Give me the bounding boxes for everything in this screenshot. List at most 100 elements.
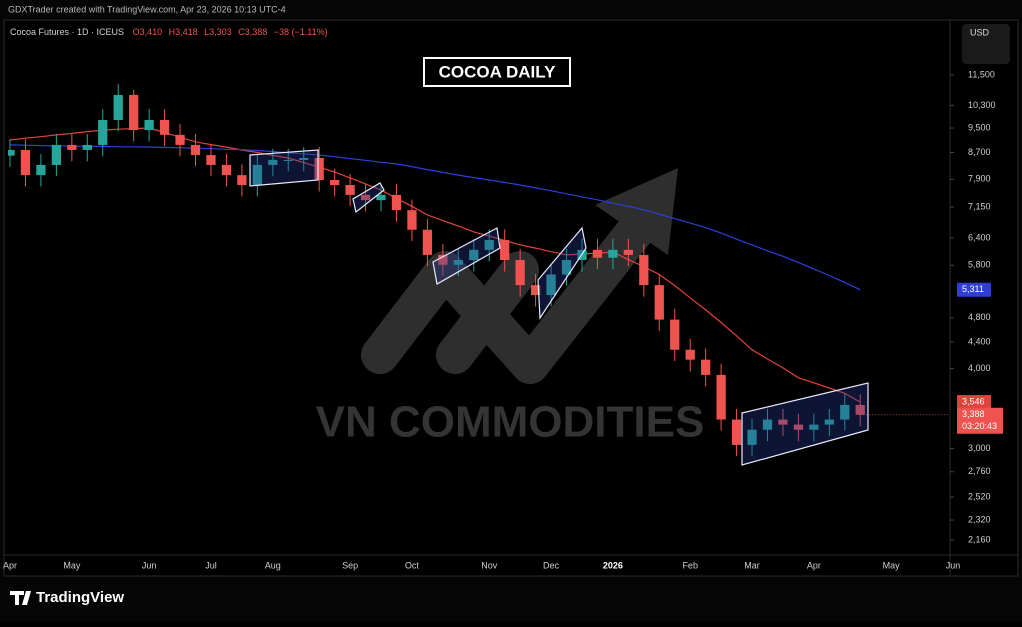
x-tick-label: Jul <box>205 560 217 570</box>
x-tick-label: Dec <box>543 560 560 570</box>
y-tick-label: 6,400 <box>968 232 991 242</box>
channel <box>537 226 587 320</box>
last-price-label: 3,388 <box>962 409 985 419</box>
price-label: 5,311 <box>962 284 984 294</box>
y-tick-label: 5,800 <box>968 260 991 270</box>
candle-body <box>299 157 309 160</box>
candle-body <box>824 419 834 425</box>
candle-body <box>407 210 417 230</box>
brand-logo <box>10 591 31 605</box>
chart-title: COCOA DAILY <box>439 62 556 81</box>
y-tick-label: 2,520 <box>968 491 991 501</box>
candle-body <box>530 285 541 296</box>
candle-body <box>453 260 463 265</box>
candle-body <box>685 349 695 360</box>
candle-body <box>809 424 819 430</box>
candle-body <box>793 424 804 430</box>
candle-body <box>283 159 293 161</box>
candle-body <box>422 229 433 255</box>
legend-ohlc: H3,418 <box>169 27 198 37</box>
legend-ohlc: C3,388 <box>238 27 267 37</box>
candle-body <box>762 419 773 430</box>
x-tick-label: Jun <box>946 560 961 570</box>
candle-body <box>608 249 618 258</box>
legend: Cocoa Futures · 1D · ICEUS O3,410 H3,418… <box>10 27 328 37</box>
candle-body <box>8 149 15 156</box>
x-tick-label: May <box>883 560 901 570</box>
y-tick-label: 2,320 <box>968 514 991 524</box>
candle-body <box>840 404 850 420</box>
candle-body <box>778 419 788 425</box>
candle-body <box>546 274 556 296</box>
y-tick-label: 11,500 <box>968 69 995 79</box>
candle-body <box>716 374 726 420</box>
x-tick-label: Aug <box>265 560 281 570</box>
title-box <box>423 57 571 87</box>
candle-body <box>129 94 139 131</box>
candle-body <box>206 155 216 165</box>
price-label-box <box>957 395 991 410</box>
channel <box>249 149 319 187</box>
y-tick-label: 4,400 <box>968 336 991 346</box>
candle-body <box>500 240 510 261</box>
x-tick-label: 2026 <box>603 560 623 570</box>
candle-body <box>252 164 262 186</box>
candle-body <box>639 254 649 286</box>
price-label-box <box>957 282 991 297</box>
candle-body <box>175 134 185 145</box>
candle-body <box>190 144 201 156</box>
candle-body <box>314 157 324 181</box>
y-tick-label: 10,300 <box>968 100 996 110</box>
candle-body <box>330 180 340 186</box>
candle-body <box>67 144 77 150</box>
legend-ohlc: O3,410 <box>133 27 163 37</box>
y-tick-label: 3,000 <box>968 443 991 453</box>
price-label: 3,546 <box>962 396 985 406</box>
candle-body <box>438 254 448 265</box>
candle-body <box>391 194 402 211</box>
y-tick-label: 2,160 <box>968 534 991 544</box>
candle-body <box>623 249 633 255</box>
channel <box>432 227 501 285</box>
channel <box>741 382 869 466</box>
candle-body <box>98 119 108 145</box>
candle-body <box>221 164 232 176</box>
candle-body <box>82 144 92 150</box>
header: GDXTrader created with TradingView.com, … <box>8 4 286 14</box>
candle-body <box>345 185 355 195</box>
candle-body <box>484 240 494 250</box>
currency: USD <box>970 27 990 37</box>
candle-body <box>855 404 865 415</box>
y-tick-label: 4,800 <box>968 312 991 322</box>
x-tick-label: Nov <box>481 560 498 570</box>
channels <box>249 149 869 466</box>
candle-body <box>237 175 247 186</box>
candle-body <box>144 119 154 131</box>
candle-body <box>670 319 680 350</box>
currency-box[interactable] <box>962 24 1010 64</box>
candle-body <box>469 249 479 261</box>
candle-body <box>731 419 742 445</box>
channel <box>352 182 385 214</box>
candle-body <box>51 144 62 165</box>
brand: TradingView <box>36 589 124 606</box>
candle-body <box>268 159 278 165</box>
last-price-box <box>957 407 1003 434</box>
candle-body <box>515 260 525 286</box>
moving-average <box>9 144 861 291</box>
legend-ohlc: L3,303 <box>204 27 232 37</box>
y-tick-label: 7,900 <box>968 174 991 184</box>
y-tick-label: 9,500 <box>968 122 991 132</box>
x-tick-label: Apr <box>3 560 17 570</box>
y-tick-label: 4,000 <box>968 363 991 373</box>
candle-body <box>36 164 46 176</box>
x-tick-label: Oct <box>405 560 420 570</box>
x-tick-label: Sep <box>342 560 358 570</box>
candle-body <box>360 194 371 201</box>
watermark-text: VN COMMODITIES <box>316 398 705 447</box>
x-tick-label: Mar <box>744 560 760 570</box>
candle-body <box>701 359 711 375</box>
candle-body <box>747 429 757 445</box>
legend-change: −38 (−1.11%) <box>274 27 328 37</box>
